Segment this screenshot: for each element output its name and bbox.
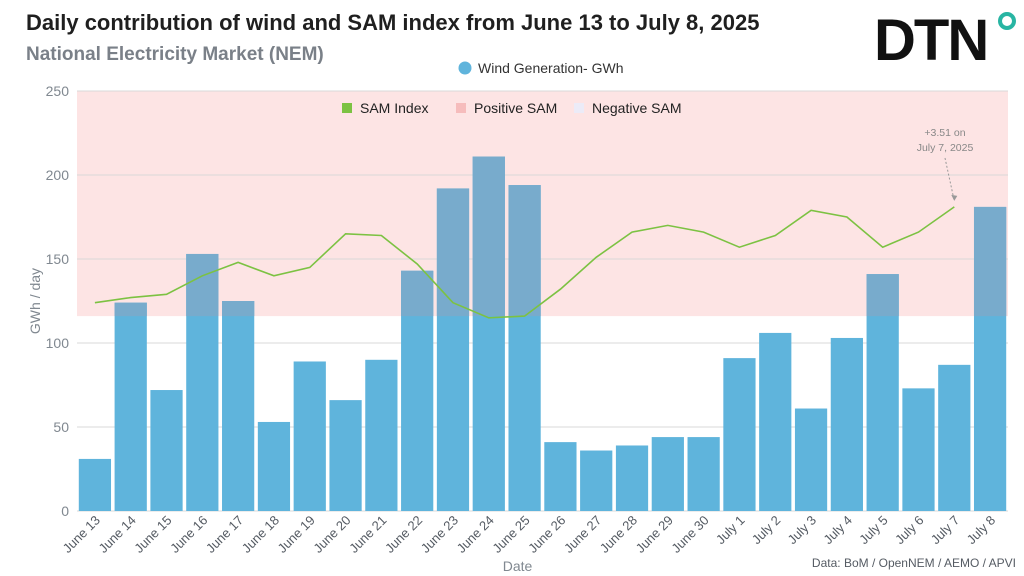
x-tick-label: July 2 <box>749 513 784 548</box>
bar <box>759 332 792 511</box>
y-tick-label: 0 <box>61 503 69 519</box>
bar <box>257 421 291 511</box>
y-axis-title: GWh / day <box>27 268 43 334</box>
bar <box>329 400 362 511</box>
chart-subtitle: National Electricity Market (NEM) <box>26 44 324 65</box>
x-axis-title: Date <box>503 558 533 574</box>
bar <box>615 445 649 511</box>
x-tick-label: June 21 <box>346 513 389 556</box>
annotation-arrow <box>944 157 955 202</box>
x-tick-label: June 16 <box>167 513 210 556</box>
legend-negative-sam-marker <box>574 103 584 113</box>
x-tick-label: June 30 <box>668 513 711 556</box>
bar <box>293 361 326 511</box>
x-tick-label: June 22 <box>382 513 425 556</box>
bar-band-overlap <box>436 188 470 317</box>
bar-band-overlap <box>114 302 147 317</box>
x-tick-label: June 18 <box>239 513 282 556</box>
bar <box>580 450 613 511</box>
x-tick-label: June 23 <box>418 513 461 556</box>
x-tick-label: July 3 <box>785 513 820 548</box>
annotation-arrowhead <box>951 194 958 201</box>
x-tick-label: June 27 <box>561 513 604 556</box>
chart-title: Daily contribution of wind and SAM index… <box>26 10 760 35</box>
x-tick-label: June 29 <box>633 513 676 556</box>
legend-sam-index-label: SAM Index <box>360 100 428 116</box>
x-tick-label: July 5 <box>856 513 891 548</box>
logo-text: DTN <box>874 8 987 68</box>
legend-positive-sam-label: Positive SAM <box>474 100 557 116</box>
legend-wind-label: Wind Generation- GWh <box>478 60 624 76</box>
x-tick-label: June 25 <box>489 513 532 556</box>
y-tick-label: 100 <box>46 335 70 351</box>
bar <box>78 458 112 511</box>
y-tick-label: 200 <box>46 167 70 183</box>
bar <box>365 359 398 511</box>
x-tick-label: June 13 <box>60 513 103 556</box>
x-tick-label: July 4 <box>820 513 855 548</box>
bar-band-overlap <box>222 301 255 317</box>
x-tick-label: June 24 <box>454 513 497 556</box>
source-note: Data: BoM / OpenNEM / AEMO / APVI <box>811 556 1016 570</box>
legend-negative-sam-label: Negative SAM <box>592 100 681 116</box>
y-tick-label: 50 <box>53 419 69 435</box>
bar <box>222 301 255 511</box>
sam-index-line <box>94 206 955 319</box>
bar <box>902 388 935 511</box>
x-tick-label: June 15 <box>131 513 174 556</box>
bar-band-overlap <box>472 156 505 317</box>
bar <box>794 408 828 511</box>
bar <box>723 358 756 511</box>
x-tick-label: June 26 <box>525 513 568 556</box>
legend-positive-sam-marker <box>456 103 466 113</box>
legend-wind-marker <box>458 61 472 75</box>
bar-band-overlap <box>973 206 1007 317</box>
x-tick-label: July 6 <box>892 513 927 548</box>
bar <box>687 437 720 511</box>
x-tick-label: June 14 <box>96 513 139 556</box>
x-tick-label: July 7 <box>928 513 963 548</box>
legend-sam-index-marker <box>342 103 352 113</box>
positive-sam-band <box>77 91 1008 317</box>
bar <box>114 302 147 511</box>
x-tick-label: June 20 <box>310 513 353 556</box>
x-tick-label: June 28 <box>597 513 640 556</box>
bar <box>830 337 863 511</box>
bar <box>544 442 577 511</box>
bar <box>150 390 183 511</box>
bar-band-overlap <box>508 185 541 317</box>
x-tick-label: June 19 <box>275 513 318 556</box>
bar-band-overlap <box>866 274 899 317</box>
bar-band-overlap <box>186 253 219 317</box>
bar-band-overlap <box>401 270 434 317</box>
dtn-logo: DTN <box>874 8 1016 68</box>
bar <box>938 364 971 511</box>
bar <box>651 437 684 511</box>
annotation-text: July 7, 2025 <box>917 142 974 154</box>
x-tick-label: June 17 <box>203 513 246 556</box>
logo-dot <box>998 12 1016 30</box>
x-tick-label: July 1 <box>713 513 748 548</box>
x-tick-label: July 8 <box>964 513 999 548</box>
y-tick-label: 150 <box>46 251 70 267</box>
annotation-text: +3.51 on <box>924 127 965 139</box>
y-tick-label: 250 <box>46 83 70 99</box>
